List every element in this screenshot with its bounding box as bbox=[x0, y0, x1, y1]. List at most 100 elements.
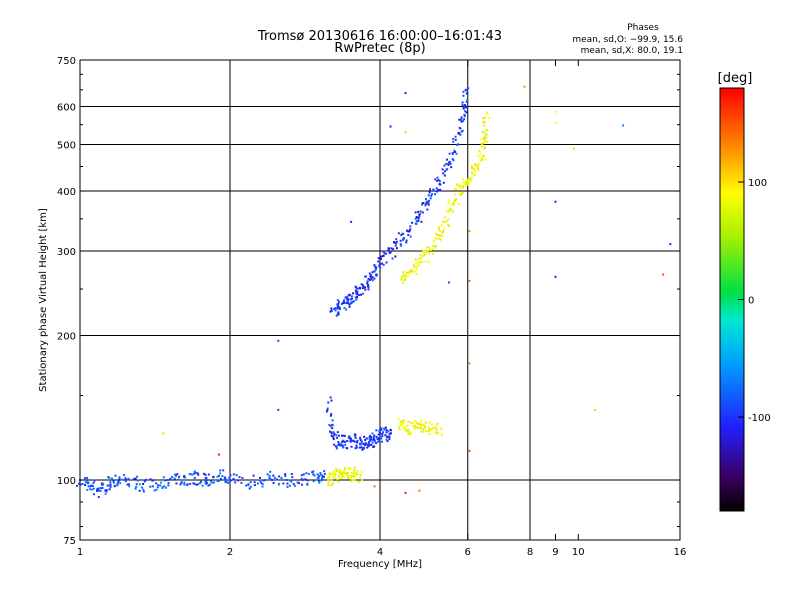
echo-point bbox=[238, 476, 241, 479]
echo-point bbox=[232, 473, 235, 476]
echo-point bbox=[337, 311, 340, 314]
echo-point bbox=[424, 250, 427, 253]
echo-point bbox=[367, 445, 370, 448]
echo-point bbox=[365, 442, 368, 445]
trace-point bbox=[480, 156, 483, 159]
echo-point bbox=[422, 249, 425, 252]
echo-point bbox=[138, 483, 141, 486]
echo-point bbox=[440, 234, 443, 237]
echo-point bbox=[350, 480, 353, 483]
echo-point bbox=[332, 475, 335, 478]
echo-point bbox=[378, 429, 381, 432]
echo-point bbox=[447, 210, 450, 213]
scatter-point bbox=[217, 453, 220, 456]
echo-point bbox=[331, 473, 334, 476]
echo-point bbox=[289, 479, 292, 482]
echo-point bbox=[454, 138, 457, 141]
echo-point bbox=[460, 192, 463, 195]
echo-point bbox=[179, 483, 182, 486]
echo-point bbox=[460, 118, 463, 121]
trace-point bbox=[356, 292, 359, 295]
echo-point bbox=[318, 475, 321, 478]
echo-point bbox=[337, 305, 340, 308]
echo-point bbox=[407, 430, 410, 433]
echo-point bbox=[395, 238, 398, 241]
echo-point bbox=[318, 480, 321, 483]
echo-point bbox=[294, 485, 297, 488]
echo-point bbox=[485, 133, 488, 136]
scatter-point bbox=[554, 200, 557, 203]
echo-point bbox=[167, 481, 170, 484]
echo-point bbox=[441, 231, 444, 234]
echo-point bbox=[406, 272, 409, 275]
echo-point bbox=[428, 191, 431, 194]
echo-point bbox=[435, 432, 438, 435]
echo-point bbox=[259, 479, 262, 482]
echo-point bbox=[356, 469, 359, 472]
echo-point bbox=[370, 277, 373, 280]
echo-point bbox=[339, 444, 342, 447]
echo-point bbox=[348, 303, 351, 306]
echo-point bbox=[411, 425, 414, 428]
trace-point bbox=[379, 262, 381, 265]
echo-point bbox=[164, 479, 167, 482]
echo-point bbox=[349, 468, 352, 471]
echo-point bbox=[340, 477, 343, 480]
echo-point bbox=[207, 484, 210, 487]
echo-point bbox=[446, 158, 449, 161]
echo-point bbox=[453, 149, 456, 152]
echo-point bbox=[343, 306, 346, 309]
echo-point bbox=[377, 440, 380, 443]
echo-point bbox=[328, 474, 331, 477]
echo-point bbox=[470, 171, 473, 174]
echo-point bbox=[204, 473, 207, 476]
echo-point bbox=[407, 275, 410, 278]
echo-point bbox=[110, 477, 113, 480]
echo-point bbox=[337, 475, 340, 478]
echo-point bbox=[366, 446, 369, 449]
echo-point bbox=[422, 251, 425, 254]
trace-point bbox=[330, 432, 333, 435]
echo-point bbox=[385, 429, 388, 432]
echo-point bbox=[463, 104, 466, 107]
trace-point bbox=[435, 187, 438, 190]
echo-point bbox=[342, 440, 345, 443]
echo-point bbox=[395, 240, 398, 243]
echo-point bbox=[163, 485, 166, 488]
echo-point bbox=[321, 475, 324, 478]
echo-point bbox=[355, 444, 358, 447]
echo-point bbox=[343, 434, 346, 437]
echo-point bbox=[350, 295, 353, 298]
echo-point bbox=[438, 234, 441, 237]
echo-point bbox=[184, 476, 187, 479]
echo-point bbox=[461, 178, 464, 181]
echo-point bbox=[408, 433, 411, 436]
echo-point bbox=[205, 476, 208, 479]
echo-point bbox=[420, 220, 423, 223]
echo-point bbox=[447, 218, 450, 221]
scatter-point bbox=[523, 85, 526, 88]
echo-point bbox=[342, 302, 345, 305]
trace-point bbox=[373, 439, 376, 442]
echo-point bbox=[337, 434, 340, 437]
echo-point bbox=[457, 202, 460, 205]
echo-point bbox=[368, 272, 371, 275]
echo-point bbox=[223, 476, 226, 479]
echo-point bbox=[167, 484, 170, 487]
echo-point bbox=[415, 223, 418, 226]
echo-point bbox=[414, 217, 417, 220]
echo-point bbox=[477, 167, 480, 170]
echo-point bbox=[342, 300, 345, 303]
echo-point bbox=[482, 124, 485, 127]
echo-point bbox=[347, 472, 350, 475]
echo-point bbox=[432, 188, 435, 191]
echo-point bbox=[437, 234, 440, 237]
echo-point bbox=[354, 436, 357, 439]
echo-point bbox=[275, 478, 278, 481]
echo-point bbox=[367, 442, 370, 445]
trace-point bbox=[193, 476, 196, 479]
echo-point bbox=[115, 484, 118, 487]
echo-point bbox=[104, 489, 107, 492]
trace-point bbox=[399, 278, 402, 281]
echo-point bbox=[370, 443, 373, 446]
